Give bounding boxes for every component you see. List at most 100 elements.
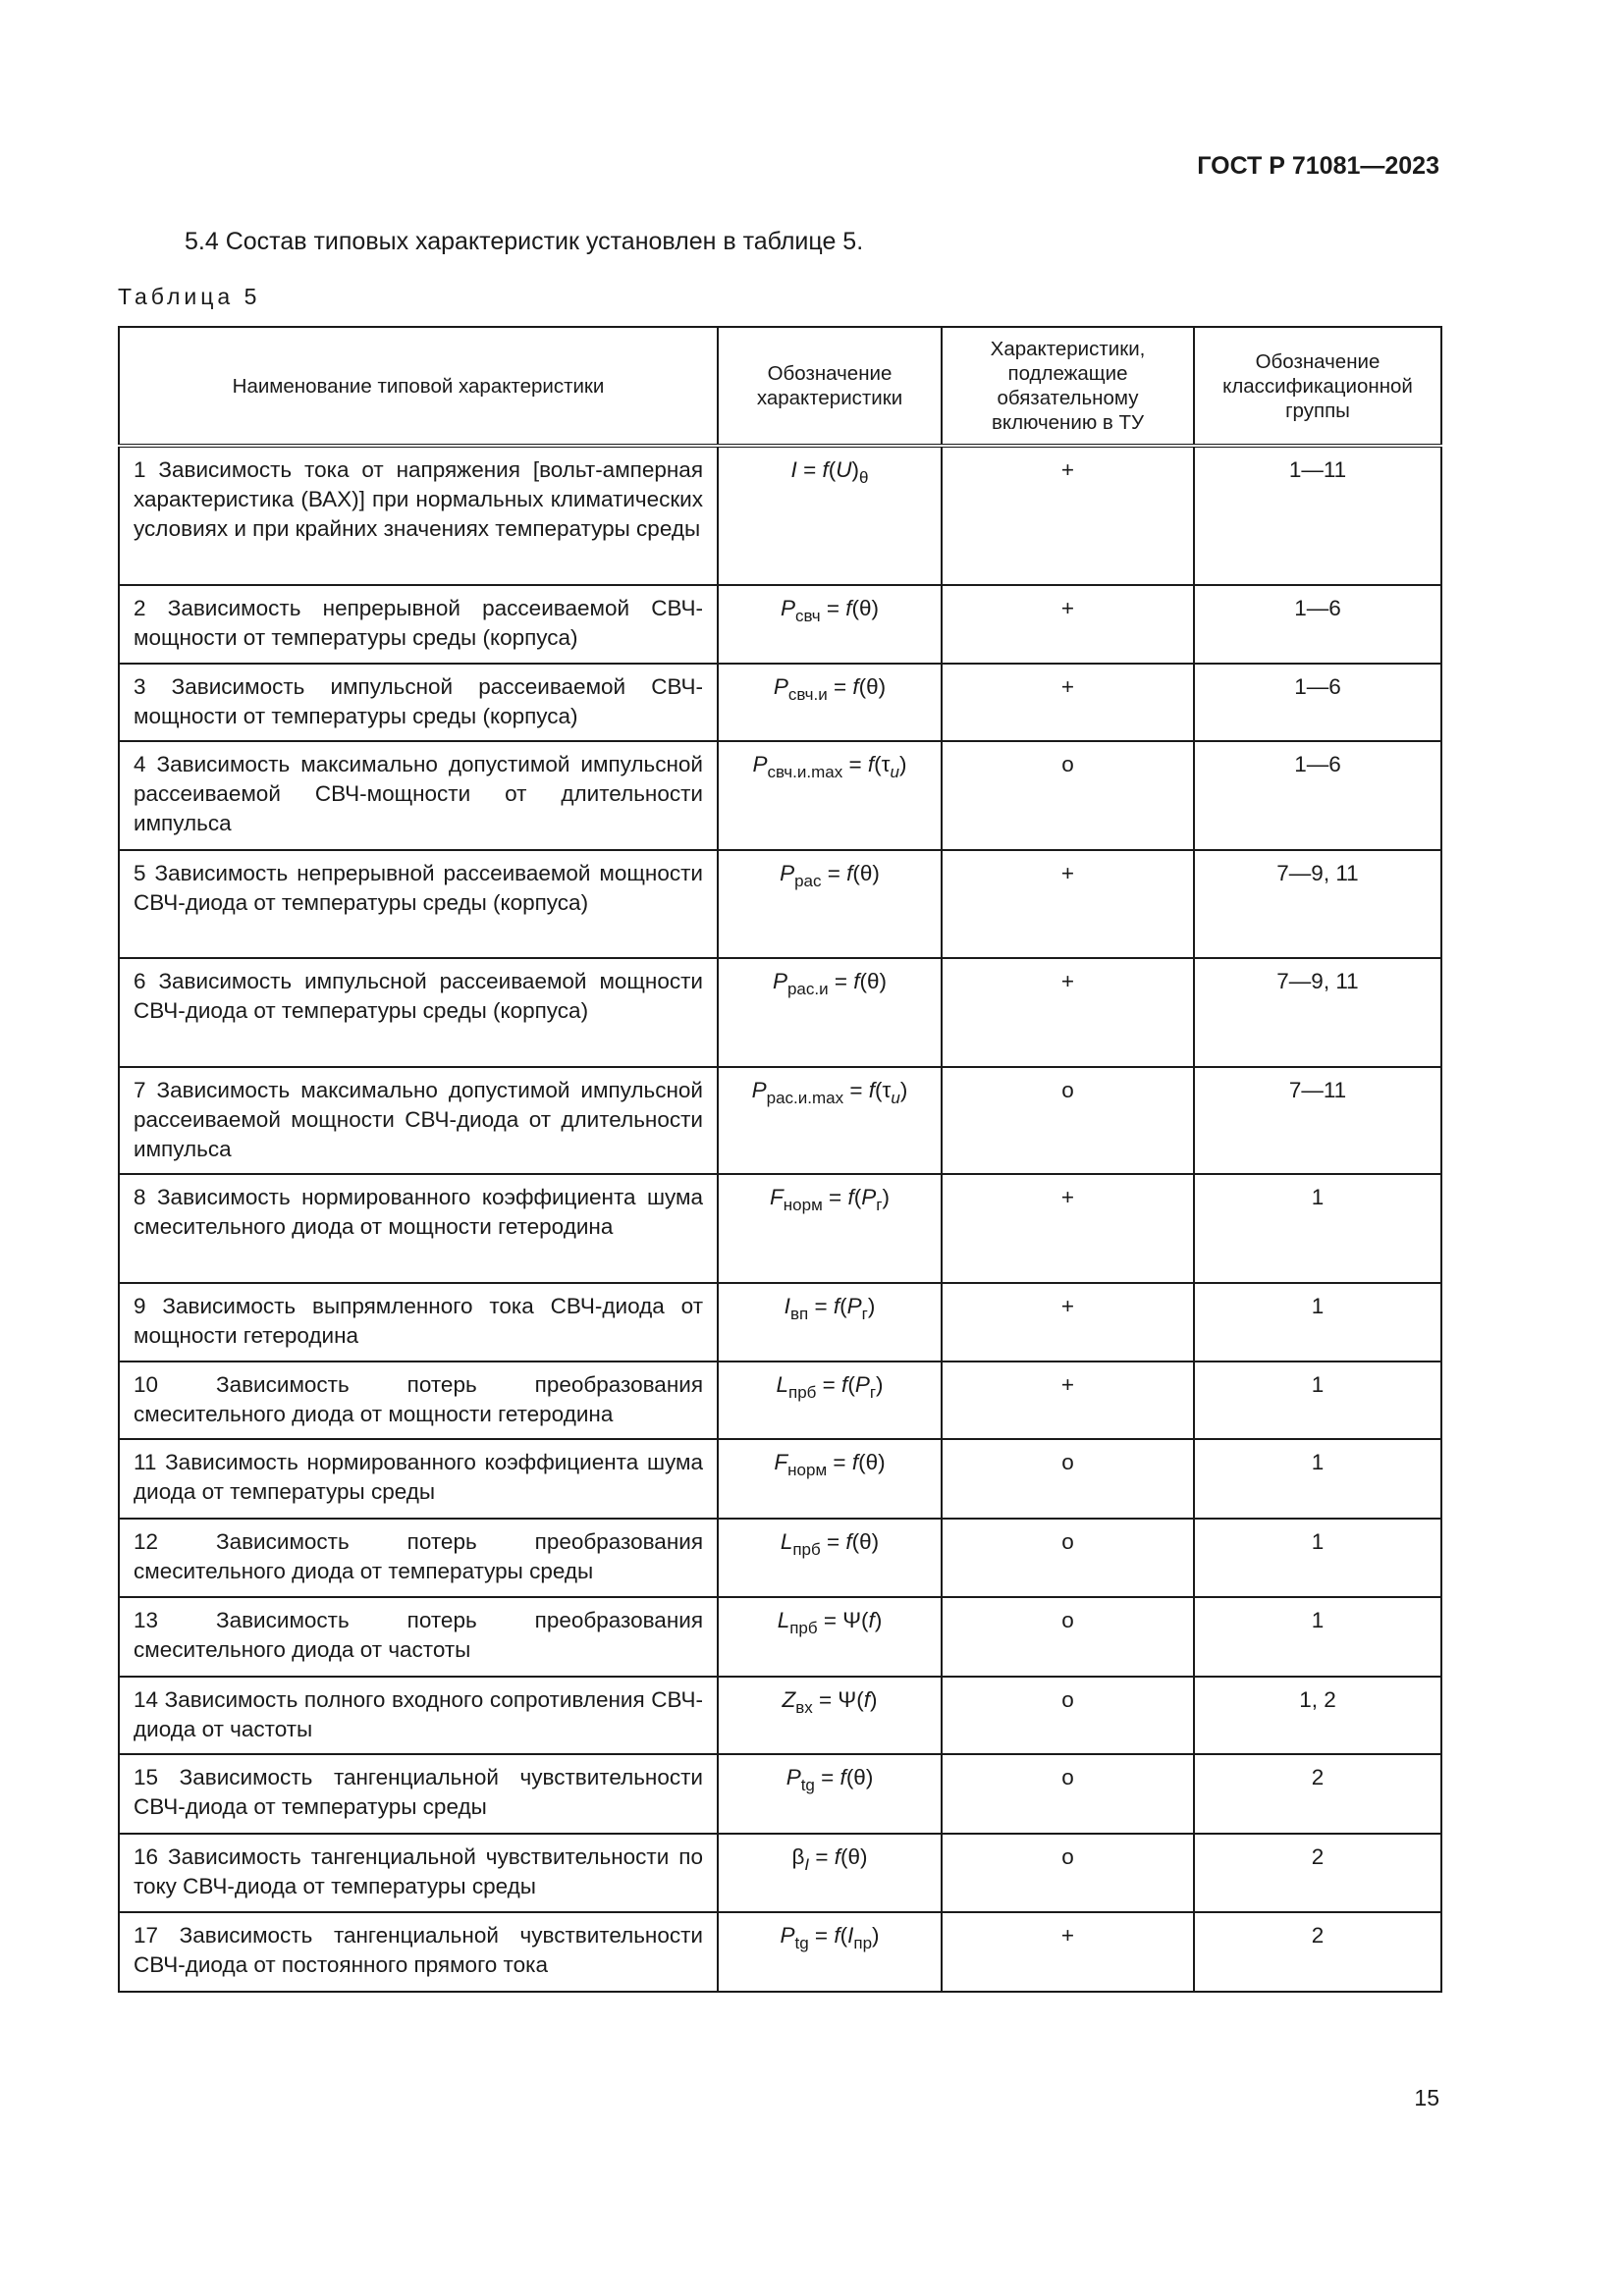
formula-part: = <box>796 457 823 482</box>
formula-part: ( <box>839 1294 847 1318</box>
formula-part: прб <box>787 1383 817 1402</box>
mandatory-mark: + <box>941 1173 1195 1284</box>
characteristic-name: 17 Зависимость тангенциальной чувствител… <box>118 1911 719 1993</box>
formula-part: г <box>861 1305 868 1323</box>
formula-part: f <box>851 1450 859 1474</box>
table-row: 5 Зависимость непрерывной рассеиваемой м… <box>118 849 1442 959</box>
formula-part: = <box>814 1765 840 1789</box>
formula-part: Z <box>782 1687 796 1712</box>
characteristic-name: 16 Зависимость тангенциальной чувствител… <box>118 1833 719 1913</box>
formula-part: = <box>821 861 847 885</box>
classification-group: 1 <box>1193 1518 1442 1598</box>
characteristic-name: 15 Зависимость тангенциальной чувствител… <box>118 1753 719 1835</box>
table-row: 1 Зависимость тока от напряжения [вольт-… <box>118 444 1442 586</box>
formula-part: P <box>772 969 787 993</box>
characteristic-name: 4 Зависимость максимально допустимой имп… <box>118 740 719 851</box>
classification-group: 1 <box>1193 1596 1442 1678</box>
formula-part: I <box>804 1855 810 1874</box>
mandatory-mark: + <box>941 1911 1195 1993</box>
formula-part: ) <box>851 457 859 482</box>
formula-part: вп <box>789 1305 809 1323</box>
column-header-name: Наименование типовой характеристики <box>118 326 719 447</box>
formula-part: θ <box>858 468 869 487</box>
designation-formula: Pрас.и = f(θ) <box>717 957 943 1068</box>
characteristic-name: 6 Зависимость импульсной рассеиваемой мо… <box>118 957 719 1068</box>
formula-part: = <box>843 1078 869 1102</box>
formula-part: β <box>791 1844 805 1869</box>
formula-part: I <box>784 1294 790 1318</box>
formula-part: (θ) <box>859 969 888 993</box>
formula-part: прб <box>789 1619 818 1637</box>
table-row: 9 Зависимость выпрямленного тока СВЧ-дио… <box>118 1282 1442 1362</box>
mandatory-mark: o <box>941 1438 1195 1520</box>
formula-part: (θ) <box>851 596 880 620</box>
formula-part: (θ) <box>852 861 880 885</box>
formula-part: f <box>847 1185 854 1209</box>
formula-part: ) <box>867 1294 876 1318</box>
characteristic-name: 7 Зависимость максимально допустимой имп… <box>118 1066 719 1175</box>
formula-part: P <box>785 1765 801 1789</box>
table-row: 13 Зависимость потерь преобразования сме… <box>118 1596 1442 1678</box>
characteristic-name: 13 Зависимость потерь преобразования сме… <box>118 1596 719 1678</box>
table-row: 14 Зависимость полного входного сопротив… <box>118 1676 1442 1755</box>
table-header-row: Наименование типовой характеристики Обоз… <box>118 326 1442 447</box>
designation-formula: Iвп = f(Pг) <box>717 1282 943 1362</box>
formula-part: P <box>751 1078 767 1102</box>
formula-part: f <box>822 457 829 482</box>
mandatory-mark: o <box>941 1833 1195 1913</box>
designation-formula: Pсвч.и.max = f(τu) <box>717 740 943 851</box>
column-header-mandatory: Характеристики, подлежащие обязательному… <box>941 326 1195 447</box>
formula-part: ( <box>828 457 837 482</box>
characteristic-name: 10 Зависимость потерь преобразования сме… <box>118 1361 719 1440</box>
column-header-designation: Обозначение характеристики <box>717 326 943 447</box>
classification-group: 7—9, 11 <box>1193 849 1442 959</box>
formula-part: вх <box>795 1698 813 1717</box>
classification-group: 7—11 <box>1193 1066 1442 1175</box>
formula-part: u <box>891 1089 900 1107</box>
formula-part: свч <box>794 607 821 625</box>
designation-formula: Zвх = Ψ(f) <box>717 1676 943 1755</box>
formula-part: P <box>780 1923 795 1948</box>
classification-group: 1—6 <box>1193 740 1442 851</box>
formula-part: f <box>868 1078 876 1102</box>
formula-part: f <box>867 752 875 776</box>
formula-part: ( <box>847 1372 855 1397</box>
paragraph-5-4: 5.4 Состав типовых характеристик установ… <box>185 228 864 255</box>
designation-formula: Lпрб = f(Pг) <box>717 1361 943 1440</box>
mandatory-mark: o <box>941 1753 1195 1835</box>
formula-part: ( <box>839 1923 848 1948</box>
formula-part: (θ) <box>845 1765 874 1789</box>
table-row: 8 Зависимость нормированного коэффициент… <box>118 1173 1442 1284</box>
formula-part: f <box>852 674 859 699</box>
mandatory-mark: + <box>941 1361 1195 1440</box>
mandatory-mark: + <box>941 444 1195 586</box>
formula-part: f <box>863 1687 870 1712</box>
formula-part: свч.и.max <box>767 763 843 781</box>
formula-part: f <box>833 1294 840 1318</box>
classification-group: 2 <box>1193 1753 1442 1835</box>
classification-group: 1—6 <box>1193 663 1442 742</box>
designation-formula: Lпрб = f(θ) <box>717 1518 943 1598</box>
characteristic-name: 3 Зависимость импульсной рассеиваемой СВ… <box>118 663 719 742</box>
formula-part: г <box>876 1196 883 1214</box>
formula-part: I <box>790 457 797 482</box>
classification-group: 1, 2 <box>1193 1676 1442 1755</box>
formula-part: P <box>780 596 795 620</box>
formula-part: f <box>845 1529 852 1554</box>
characteristics-table: Наименование типовой характеристики Обоз… <box>118 326 1442 1993</box>
formula-part: рас <box>794 872 822 890</box>
formula-part: ( <box>853 1185 862 1209</box>
formula-part: = <box>809 1844 835 1869</box>
formula-part: ) <box>882 1185 890 1209</box>
table-row: 17 Зависимость тангенциальной чувствител… <box>118 1911 1442 1993</box>
mandatory-mark: + <box>941 849 1195 959</box>
table-row: 3 Зависимость импульсной рассеиваемой СВ… <box>118 663 1442 742</box>
formula-part: ) <box>899 1078 908 1102</box>
formula-part: f <box>868 1608 875 1632</box>
formula-part: (τ <box>875 1078 892 1102</box>
formula-part: P <box>861 1185 877 1209</box>
standard-number: ГОСТ Р 71081—2023 <box>1197 152 1439 180</box>
table-row: 6 Зависимость импульсной рассеиваемой мо… <box>118 957 1442 1068</box>
formula-part: свч.и <box>787 685 828 704</box>
designation-formula: Fнорм = f(θ) <box>717 1438 943 1520</box>
